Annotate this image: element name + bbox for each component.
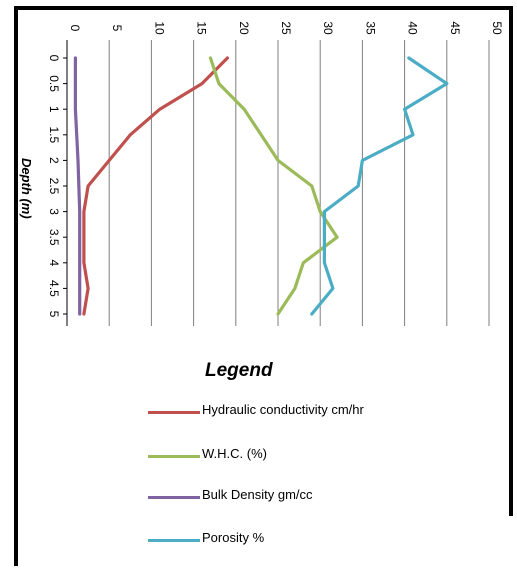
x-tick-label-5: 5 (110, 25, 124, 32)
x-tick-label-10: 10 (152, 21, 166, 35)
chart-frame (14, 6, 512, 566)
x-tick-label-50: 50 (490, 21, 504, 35)
series-line-2 (208, 56, 339, 316)
x-tick-label-40: 40 (406, 21, 420, 35)
y-tick-label-1.5: 1.5 (47, 126, 61, 143)
y-tick-label-4.5: 4.5 (47, 280, 61, 297)
series-line-4 (310, 56, 449, 316)
legend-item-whc: W.H.C. (%) (148, 446, 428, 480)
legend-title: Legend (205, 360, 273, 381)
x-tick-label-0: 0 (68, 25, 82, 32)
x-tick-label-45: 45 (448, 21, 462, 35)
series-line-3 (73, 56, 82, 316)
legend-item-porosity: Porosity % (148, 530, 428, 564)
y-tick-label-3: 3 (47, 208, 61, 215)
legend-swatch-porosity (148, 539, 200, 542)
series-lines (73, 56, 449, 316)
legend-swatch-bulk-density (148, 496, 200, 499)
chart-frame-right-border (509, 6, 513, 516)
series-line-1 (82, 56, 229, 316)
y-tick-label-5: 5 (47, 311, 61, 318)
y-tick-label-0.5: 0.5 (47, 75, 61, 92)
x-tick-label-35: 35 (363, 21, 377, 35)
y-tick-label-0: 0 (47, 55, 61, 62)
grid-lines (66, 40, 490, 326)
legend-label-porosity: Porosity % (202, 530, 265, 545)
y-tick-label-1: 1 (47, 106, 61, 113)
y-tick-label-2.5: 2.5 (47, 178, 61, 195)
x-tick-label-15: 15 (195, 21, 209, 35)
legend-item-hydraulic-conductivity: Hydraulic conductivity cm/hr (148, 402, 428, 436)
y-tick-label-3.5: 3.5 (47, 229, 61, 246)
legend-label-whc: W.H.C. (%) (202, 446, 267, 461)
x-tick-label-30: 30 (321, 21, 335, 35)
y-tick-label-4: 4 (47, 259, 61, 266)
legend-label-hydraulic-conductivity: Hydraulic conductivity cm/hr (202, 402, 364, 417)
legend-swatch-whc (148, 455, 200, 458)
legend-label-bulk-density: Bulk Density gm/cc (202, 487, 313, 502)
legend-item-bulk-density: Bulk Density gm/cc (148, 487, 428, 521)
x-tick-label-25: 25 (279, 21, 293, 35)
x-tick-label-20: 20 (237, 21, 251, 35)
legend-swatch-hydraulic-conductivity (148, 411, 200, 414)
y-tick-label-2: 2 (47, 157, 61, 164)
y-axis: 0 0.5 1 1.5 2 2.5 3 3.5 4 4.5 5 (47, 40, 68, 326)
x-axis: 0 5 10 15 20 25 30 35 40 45 50 (68, 21, 504, 35)
y-axis-label: Depth (m) (19, 158, 34, 219)
